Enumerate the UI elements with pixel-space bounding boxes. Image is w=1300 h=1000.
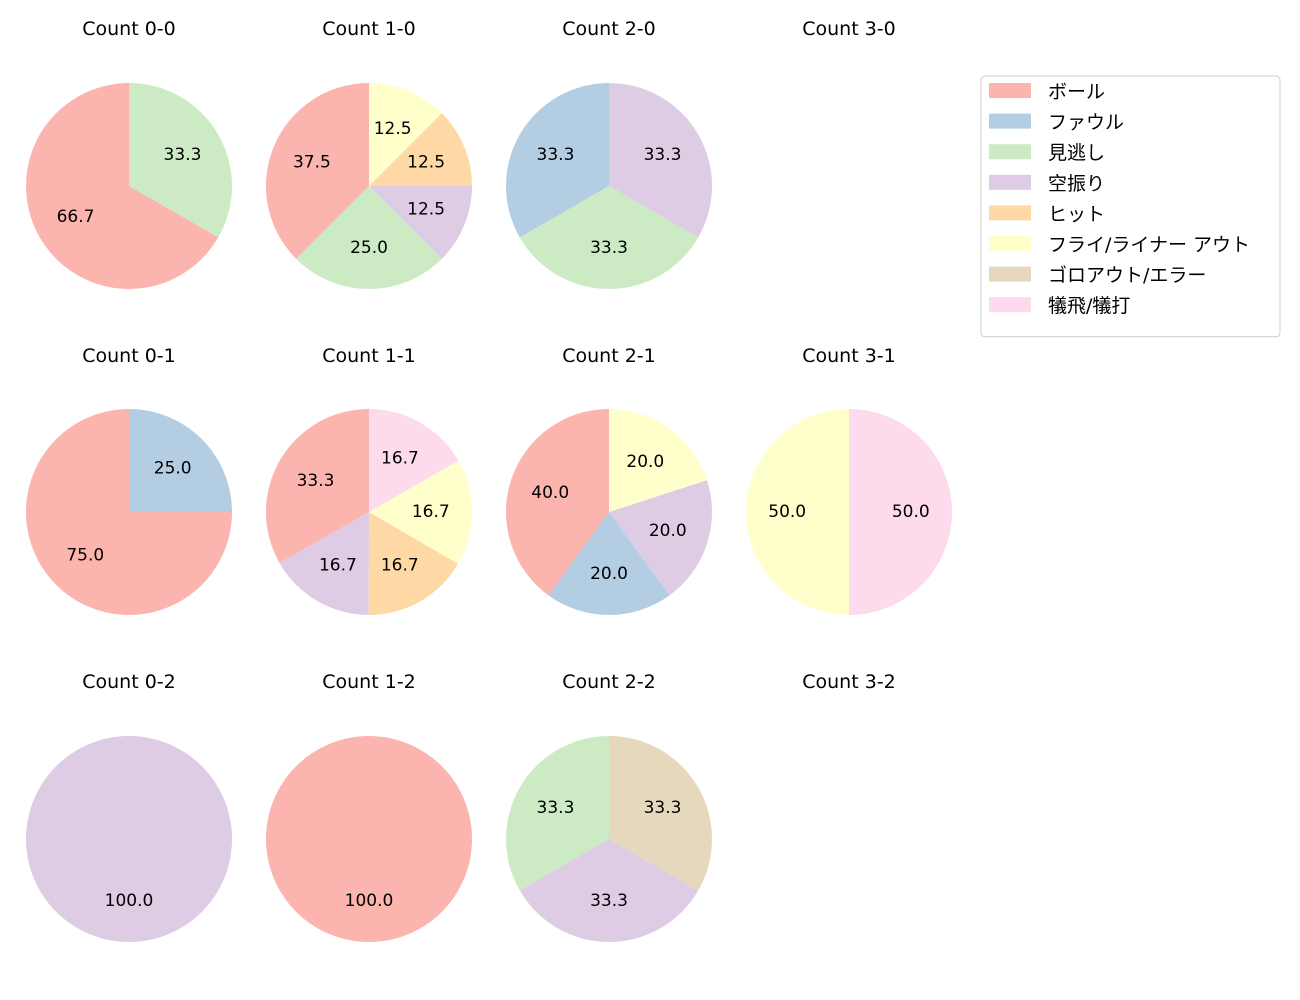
legend-label: 見逃し <box>1048 142 1105 164</box>
slice-label: 12.5 <box>374 119 412 139</box>
pie-count-0-0: Count 0-0 66.7 33.3 <box>25 18 232 289</box>
slice-label: 37.5 <box>293 152 331 172</box>
slice-label: 33.3 <box>297 471 335 491</box>
legend-swatch <box>989 113 1031 129</box>
pie-count-2-2: Count 2-2 33.3 33.3 33.3 <box>506 671 712 942</box>
pie-count-3-1: Count 3-1 50.0 50.0 <box>746 345 952 615</box>
pie-count-3-2: Count 3-2 <box>802 671 896 693</box>
slice-label: 33.3 <box>644 145 682 165</box>
pie-title: Count 0-1 <box>82 345 176 367</box>
pie-slice <box>369 460 472 564</box>
pie-slice <box>279 512 369 615</box>
pie-slice <box>609 409 707 512</box>
legend-swatch <box>989 174 1031 190</box>
pie-title: Count 0-2 <box>82 671 176 693</box>
slice-label: 20.0 <box>590 564 628 584</box>
pie-slice <box>369 83 442 186</box>
legend-swatch <box>989 266 1031 282</box>
pie-slice <box>609 736 712 891</box>
legend-label: 空振り <box>1048 173 1105 195</box>
pie-title: Count 3-2 <box>802 671 896 693</box>
pie-slice <box>548 512 670 615</box>
slice-label: 33.3 <box>590 891 628 911</box>
slice-label: 40.0 <box>531 483 569 503</box>
slice-label: 100.0 <box>105 891 154 911</box>
pie-slice <box>368 512 459 616</box>
legend-swatch <box>989 236 1031 251</box>
slice-label: 20.0 <box>649 521 687 541</box>
slice-label: 25.0 <box>154 458 192 478</box>
pie-count-0-2: Count 0-2 100.0 <box>26 671 232 942</box>
pie-slice <box>266 83 369 259</box>
pie-slice <box>369 409 459 512</box>
slice-label: 50.0 <box>768 502 806 522</box>
pie-slice <box>746 409 849 615</box>
pie-count-1-1: Count 1-1 33.3 16.7 16.7 16.7 16.7 <box>265 345 472 616</box>
pie-count-2-0: Count 2-0 33.3 33.3 33.3 <box>506 18 712 289</box>
legend-label: フライ/ライナー アウト <box>1048 234 1250 256</box>
pie-slice <box>849 409 952 615</box>
pie-slice <box>519 186 699 289</box>
pie-title: Count 1-0 <box>322 18 416 40</box>
legend-swatch <box>989 144 1031 160</box>
slice-label: 33.3 <box>590 238 628 258</box>
pie-title: Count 2-1 <box>562 345 656 367</box>
pie-slice <box>266 736 472 942</box>
pie-slice <box>296 186 442 289</box>
slice-label: 20.0 <box>626 452 664 472</box>
pie-slice <box>519 839 699 942</box>
legend-swatch <box>989 205 1031 221</box>
pie-title: Count 3-1 <box>802 345 896 367</box>
slice-label: 33.3 <box>537 145 575 165</box>
slice-label: 12.5 <box>407 200 445 220</box>
slice-label: 100.0 <box>345 891 394 911</box>
slice-label: 25.0 <box>350 238 388 258</box>
pie-title: Count 2-2 <box>562 671 656 693</box>
pie-title: Count 1-2 <box>322 671 416 693</box>
pie-count-1-0: Count 1-0 37.5 25.0 12.5 12.5 12.5 <box>266 18 472 289</box>
slice-label: 66.7 <box>57 207 95 227</box>
slice-label: 33.3 <box>644 798 682 818</box>
legend-label: ゴロアウト/エラー <box>1048 265 1206 287</box>
slice-label: 12.5 <box>407 152 445 172</box>
pie-count-1-2: Count 1-2 100.0 <box>266 671 472 942</box>
pie-slice <box>25 83 219 289</box>
pie-slice <box>506 736 609 891</box>
legend-label: 犠飛/犠打 <box>1048 295 1130 317</box>
pie-slice <box>609 83 712 238</box>
pie-slice <box>369 186 472 259</box>
slice-label: 16.7 <box>381 556 419 576</box>
pie-title: Count 0-0 <box>82 18 176 40</box>
pie-title: Count 1-1 <box>322 345 416 367</box>
slice-label: 16.7 <box>412 502 450 522</box>
pie-slice <box>129 83 232 238</box>
slice-label: 16.7 <box>381 449 419 469</box>
slice-label: 50.0 <box>892 502 930 522</box>
pie-slice <box>129 409 232 512</box>
legend-label: ヒット <box>1048 203 1105 225</box>
slice-label: 75.0 <box>66 546 104 566</box>
pie-count-0-1: Count 0-1 75.0 25.0 <box>26 345 232 615</box>
pie-title: Count 2-0 <box>562 18 656 40</box>
pie-title: Count 3-0 <box>802 18 896 40</box>
pie-count-3-0: Count 3-0 <box>802 18 896 40</box>
slice-label: 33.3 <box>537 798 575 818</box>
pie-slice <box>26 736 232 942</box>
legend-frame <box>980 75 1281 338</box>
pie-slice <box>506 409 609 596</box>
pie-slice <box>265 408 369 564</box>
slice-label: 33.3 <box>164 145 202 165</box>
legend-swatch <box>989 83 1031 98</box>
pie-slice <box>506 83 609 238</box>
pie-slice <box>369 113 472 186</box>
legend-label: ファウル <box>1048 112 1124 134</box>
legend-swatch <box>989 297 1031 313</box>
legend-label: ボール <box>1048 81 1105 103</box>
pie-slice <box>609 480 713 596</box>
pie-count-2-1: Count 2-1 40.0 20.0 20.0 20.0 <box>506 345 713 615</box>
slice-label: 16.7 <box>319 555 357 575</box>
